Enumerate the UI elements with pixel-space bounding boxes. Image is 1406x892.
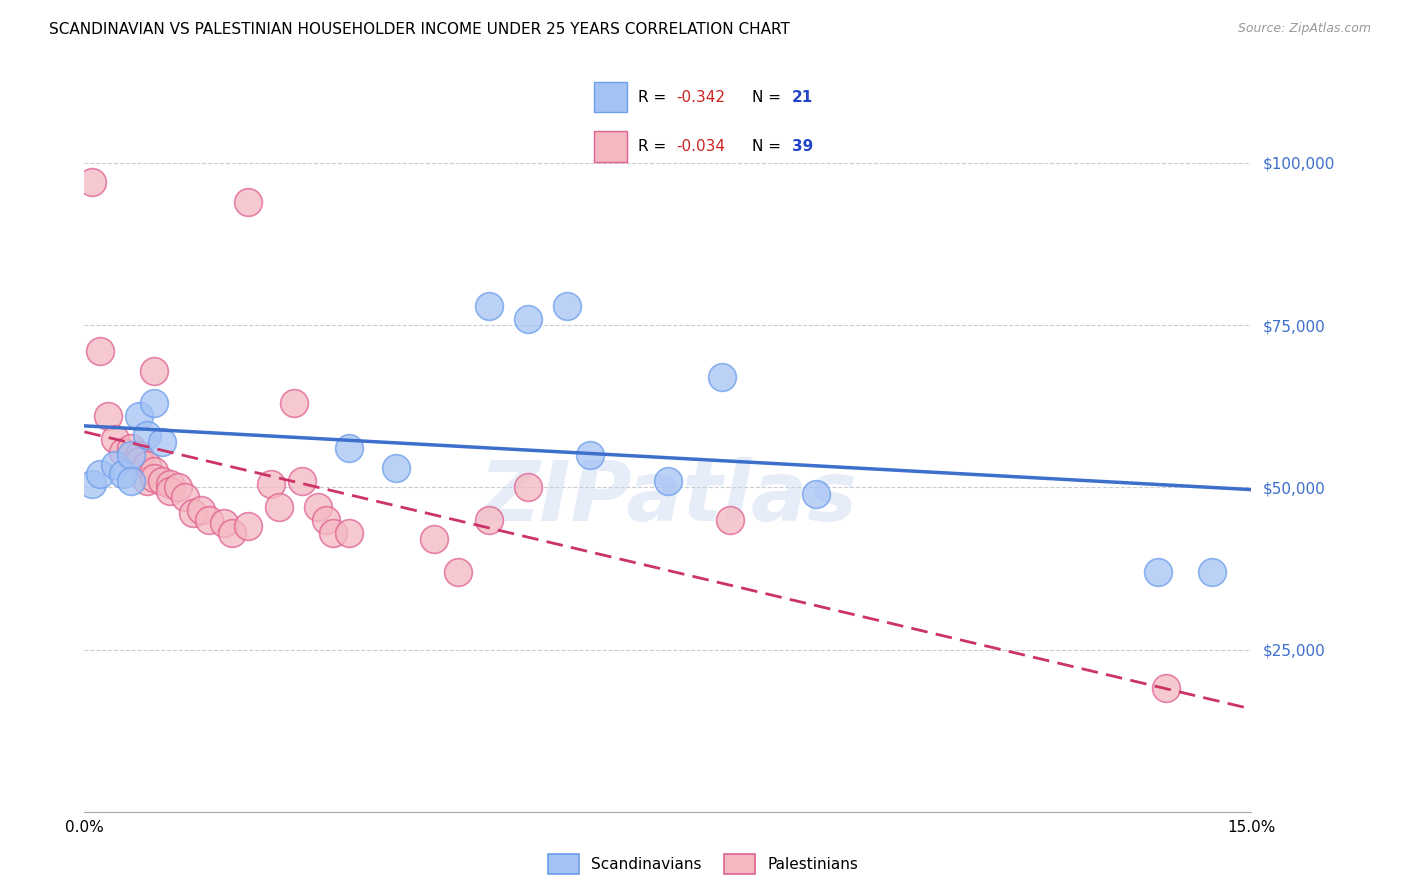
Point (143, 363, 166, 377)
Point (1154, 681, 1177, 696)
Point (166, 480, 188, 494)
Point (579, 448, 602, 462)
Point (337, 442, 360, 456)
Text: 21: 21 (792, 89, 813, 104)
Point (174, 490, 197, 504)
Point (104, 432, 127, 446)
Point (315, 513, 337, 527)
Point (120, 474, 142, 488)
Point (711, 370, 734, 384)
Point (804, 487, 827, 501)
Point (190, 503, 212, 517)
Point (478, 299, 501, 313)
Point (143, 464, 166, 478)
Point (214, 516, 236, 530)
Point (143, 470, 166, 484)
Text: -0.342: -0.342 (676, 89, 725, 104)
Point (423, 533, 446, 547)
Point (198, 513, 221, 527)
Point (128, 448, 150, 462)
Point (555, 299, 578, 313)
Point (97, 409, 120, 423)
Point (447, 565, 470, 579)
Point (143, 396, 166, 410)
Point (291, 474, 314, 488)
Point (89, 344, 111, 359)
Point (112, 467, 135, 482)
Point (267, 500, 290, 514)
Point (150, 434, 173, 449)
Point (221, 525, 243, 540)
Point (159, 483, 181, 498)
Point (478, 513, 501, 527)
Point (657, 474, 679, 488)
Point (104, 458, 127, 472)
Point (236, 194, 259, 209)
Point (1201, 565, 1223, 579)
Point (112, 444, 135, 458)
Point (89, 467, 111, 482)
Point (128, 454, 150, 468)
Legend: Scandinavians, Palestinians: Scandinavians, Palestinians (541, 848, 865, 880)
Point (128, 409, 150, 423)
Point (159, 477, 181, 491)
Point (283, 396, 305, 410)
Point (260, 477, 283, 491)
FancyBboxPatch shape (595, 131, 627, 161)
Point (516, 480, 538, 494)
Text: N =: N = (752, 89, 786, 104)
FancyBboxPatch shape (595, 82, 627, 112)
Text: -0.034: -0.034 (676, 139, 725, 153)
Text: N =: N = (752, 139, 786, 153)
Point (135, 474, 157, 488)
Point (236, 519, 259, 533)
Point (718, 513, 741, 527)
Point (82, 477, 104, 491)
Text: R =: R = (638, 89, 672, 104)
Point (82, 176, 104, 190)
Point (384, 461, 406, 475)
Point (307, 500, 329, 514)
Text: Source: ZipAtlas.com: Source: ZipAtlas.com (1237, 22, 1371, 36)
Text: ZIPatlas: ZIPatlas (479, 458, 856, 538)
Point (322, 525, 344, 540)
Point (135, 428, 157, 442)
Point (337, 525, 360, 540)
Point (1147, 565, 1170, 579)
Point (181, 506, 204, 520)
Point (150, 474, 173, 488)
Point (120, 448, 142, 462)
Text: R =: R = (638, 139, 672, 153)
Text: 39: 39 (792, 139, 813, 153)
Point (516, 311, 538, 326)
Point (120, 442, 142, 456)
Text: SCANDINAVIAN VS PALESTINIAN HOUSEHOLDER INCOME UNDER 25 YEARS CORRELATION CHART: SCANDINAVIAN VS PALESTINIAN HOUSEHOLDER … (49, 22, 790, 37)
Point (135, 458, 157, 472)
